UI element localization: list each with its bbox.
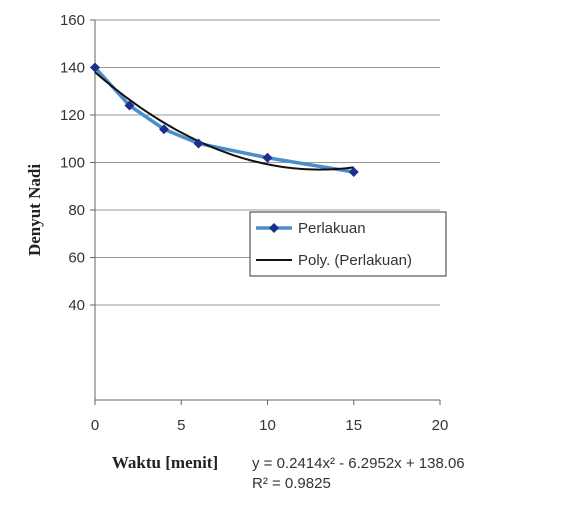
y-tick-label: 80 xyxy=(68,202,85,219)
legend-label: Perlakuan xyxy=(298,220,366,237)
y-tick-label: 160 xyxy=(60,12,85,29)
x-tick-label: 10 xyxy=(259,417,276,434)
y-tick-label: 60 xyxy=(68,250,85,267)
chart: Denyut Nadi Waktu [menit] y = 0.2414x² -… xyxy=(0,0,579,500)
series-line xyxy=(95,68,354,173)
y-tick-label: 40 xyxy=(68,297,85,314)
x-tick-label: 5 xyxy=(177,417,185,434)
point xyxy=(263,153,273,163)
x-tick-label: 0 xyxy=(91,417,99,434)
legend-label: Poly. (Perlakuan) xyxy=(298,252,412,269)
x-tick-label: 20 xyxy=(432,417,449,434)
y-tick-label: 100 xyxy=(60,155,85,172)
x-axis-title: Waktu [menit] xyxy=(112,453,218,472)
trendline xyxy=(95,72,354,169)
y-tick-label: 120 xyxy=(60,107,85,124)
y-tick-label: 140 xyxy=(60,60,85,77)
page: {"chart_data": {"type": "line", "x_label… xyxy=(0,0,579,505)
x-tick-label: 15 xyxy=(345,417,362,434)
r-squared: R² = 0.9825 xyxy=(252,475,331,492)
trend-equation: y = 0.2414x² - 6.2952x + 138.06 xyxy=(252,455,465,472)
y-axis-title: Denyut Nadi xyxy=(25,164,44,256)
